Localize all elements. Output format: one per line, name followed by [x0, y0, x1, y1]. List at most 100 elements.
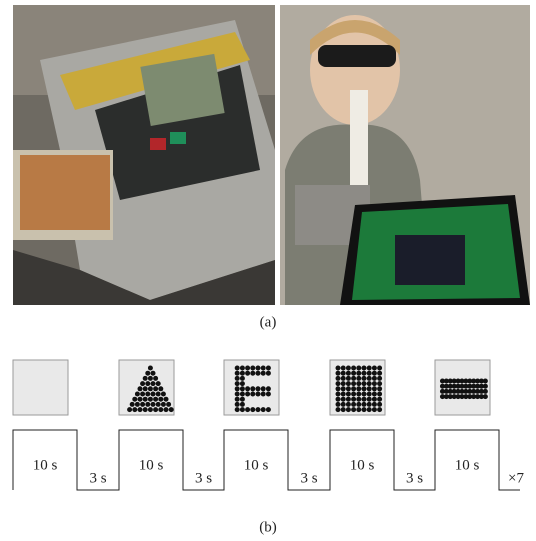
pin: [336, 386, 341, 391]
pin: [351, 397, 356, 402]
pin: [148, 407, 153, 412]
pin: [362, 397, 367, 402]
pin: [158, 386, 163, 391]
pin: [235, 392, 240, 397]
pin: [372, 376, 377, 381]
pin: [235, 386, 240, 391]
duration-on: 10 s: [350, 457, 375, 473]
pin: [240, 407, 245, 412]
stimulus-frame: [13, 360, 68, 415]
duration-on: 10 s: [139, 457, 164, 473]
pin: [153, 407, 158, 412]
pin: [367, 402, 372, 407]
pin: [351, 402, 356, 407]
pin: [151, 371, 156, 376]
pin: [356, 381, 361, 386]
pin: [235, 376, 240, 381]
pin: [250, 371, 255, 376]
pin: [153, 397, 158, 402]
pin: [377, 402, 382, 407]
pin: [138, 397, 143, 402]
pin: [261, 392, 266, 397]
pin: [169, 407, 174, 412]
pin: [346, 376, 351, 381]
pin: [341, 366, 346, 371]
pin: [245, 407, 250, 412]
pin: [336, 381, 341, 386]
pin: [132, 407, 137, 412]
pin: [250, 407, 255, 412]
pin: [256, 407, 261, 412]
pin: [356, 392, 361, 397]
duration-off: 3 s: [406, 470, 423, 486]
pin: [377, 381, 382, 386]
pin: [143, 376, 148, 381]
pin: [164, 397, 169, 402]
pin: [261, 366, 266, 371]
pin: [145, 402, 150, 407]
pin: [235, 407, 240, 412]
pin: [256, 392, 261, 397]
pin: [240, 366, 245, 371]
pin: [362, 402, 367, 407]
pin: [266, 371, 271, 376]
pin: [367, 386, 372, 391]
pin: [372, 397, 377, 402]
pin: [356, 366, 361, 371]
pin: [372, 371, 377, 376]
duration-off: 3 s: [89, 470, 106, 486]
pin: [240, 386, 245, 391]
pin: [266, 392, 271, 397]
page: {"panel_a": {"label": "(a)"}, "panel_b":…: [0, 0, 536, 541]
pin: [356, 386, 361, 391]
pin: [266, 407, 271, 412]
pin: [261, 407, 266, 412]
pin: [341, 407, 346, 412]
pin: [256, 366, 261, 371]
pin: [240, 371, 245, 376]
pin: [367, 397, 372, 402]
pin: [336, 397, 341, 402]
pin: [336, 402, 341, 407]
pin: [346, 386, 351, 391]
pin: [346, 366, 351, 371]
pin: [346, 371, 351, 376]
pin: [145, 381, 150, 386]
pin: [336, 371, 341, 376]
pin: [240, 392, 245, 397]
pin: [346, 397, 351, 402]
pin: [377, 397, 382, 402]
pin: [351, 407, 356, 412]
pin: [356, 402, 361, 407]
pin: [156, 381, 161, 386]
figure: (a) 10 s10 s10 s10 s10 s3 s3 s3 s3 s×7 (…: [0, 0, 536, 541]
pin: [367, 376, 372, 381]
pin: [362, 392, 367, 397]
pin: [250, 386, 255, 391]
pin: [245, 392, 250, 397]
pin: [362, 371, 367, 376]
pin: [266, 386, 271, 391]
pin: [161, 392, 166, 397]
pin: [245, 371, 250, 376]
pin: [341, 376, 346, 381]
pin: [240, 397, 245, 402]
pin: [135, 392, 140, 397]
pin: [135, 402, 140, 407]
pin: [351, 386, 356, 391]
pin: [351, 371, 356, 376]
pin: [143, 407, 148, 412]
pin: [235, 381, 240, 386]
duration-on: 10 s: [244, 457, 269, 473]
pin: [377, 386, 382, 391]
pin: [151, 402, 156, 407]
pin: [336, 392, 341, 397]
pin: [367, 381, 372, 386]
pin: [483, 389, 488, 394]
pin: [235, 371, 240, 376]
pin: [143, 397, 148, 402]
pin: [145, 371, 150, 376]
pin: [346, 381, 351, 386]
pin: [148, 366, 153, 371]
